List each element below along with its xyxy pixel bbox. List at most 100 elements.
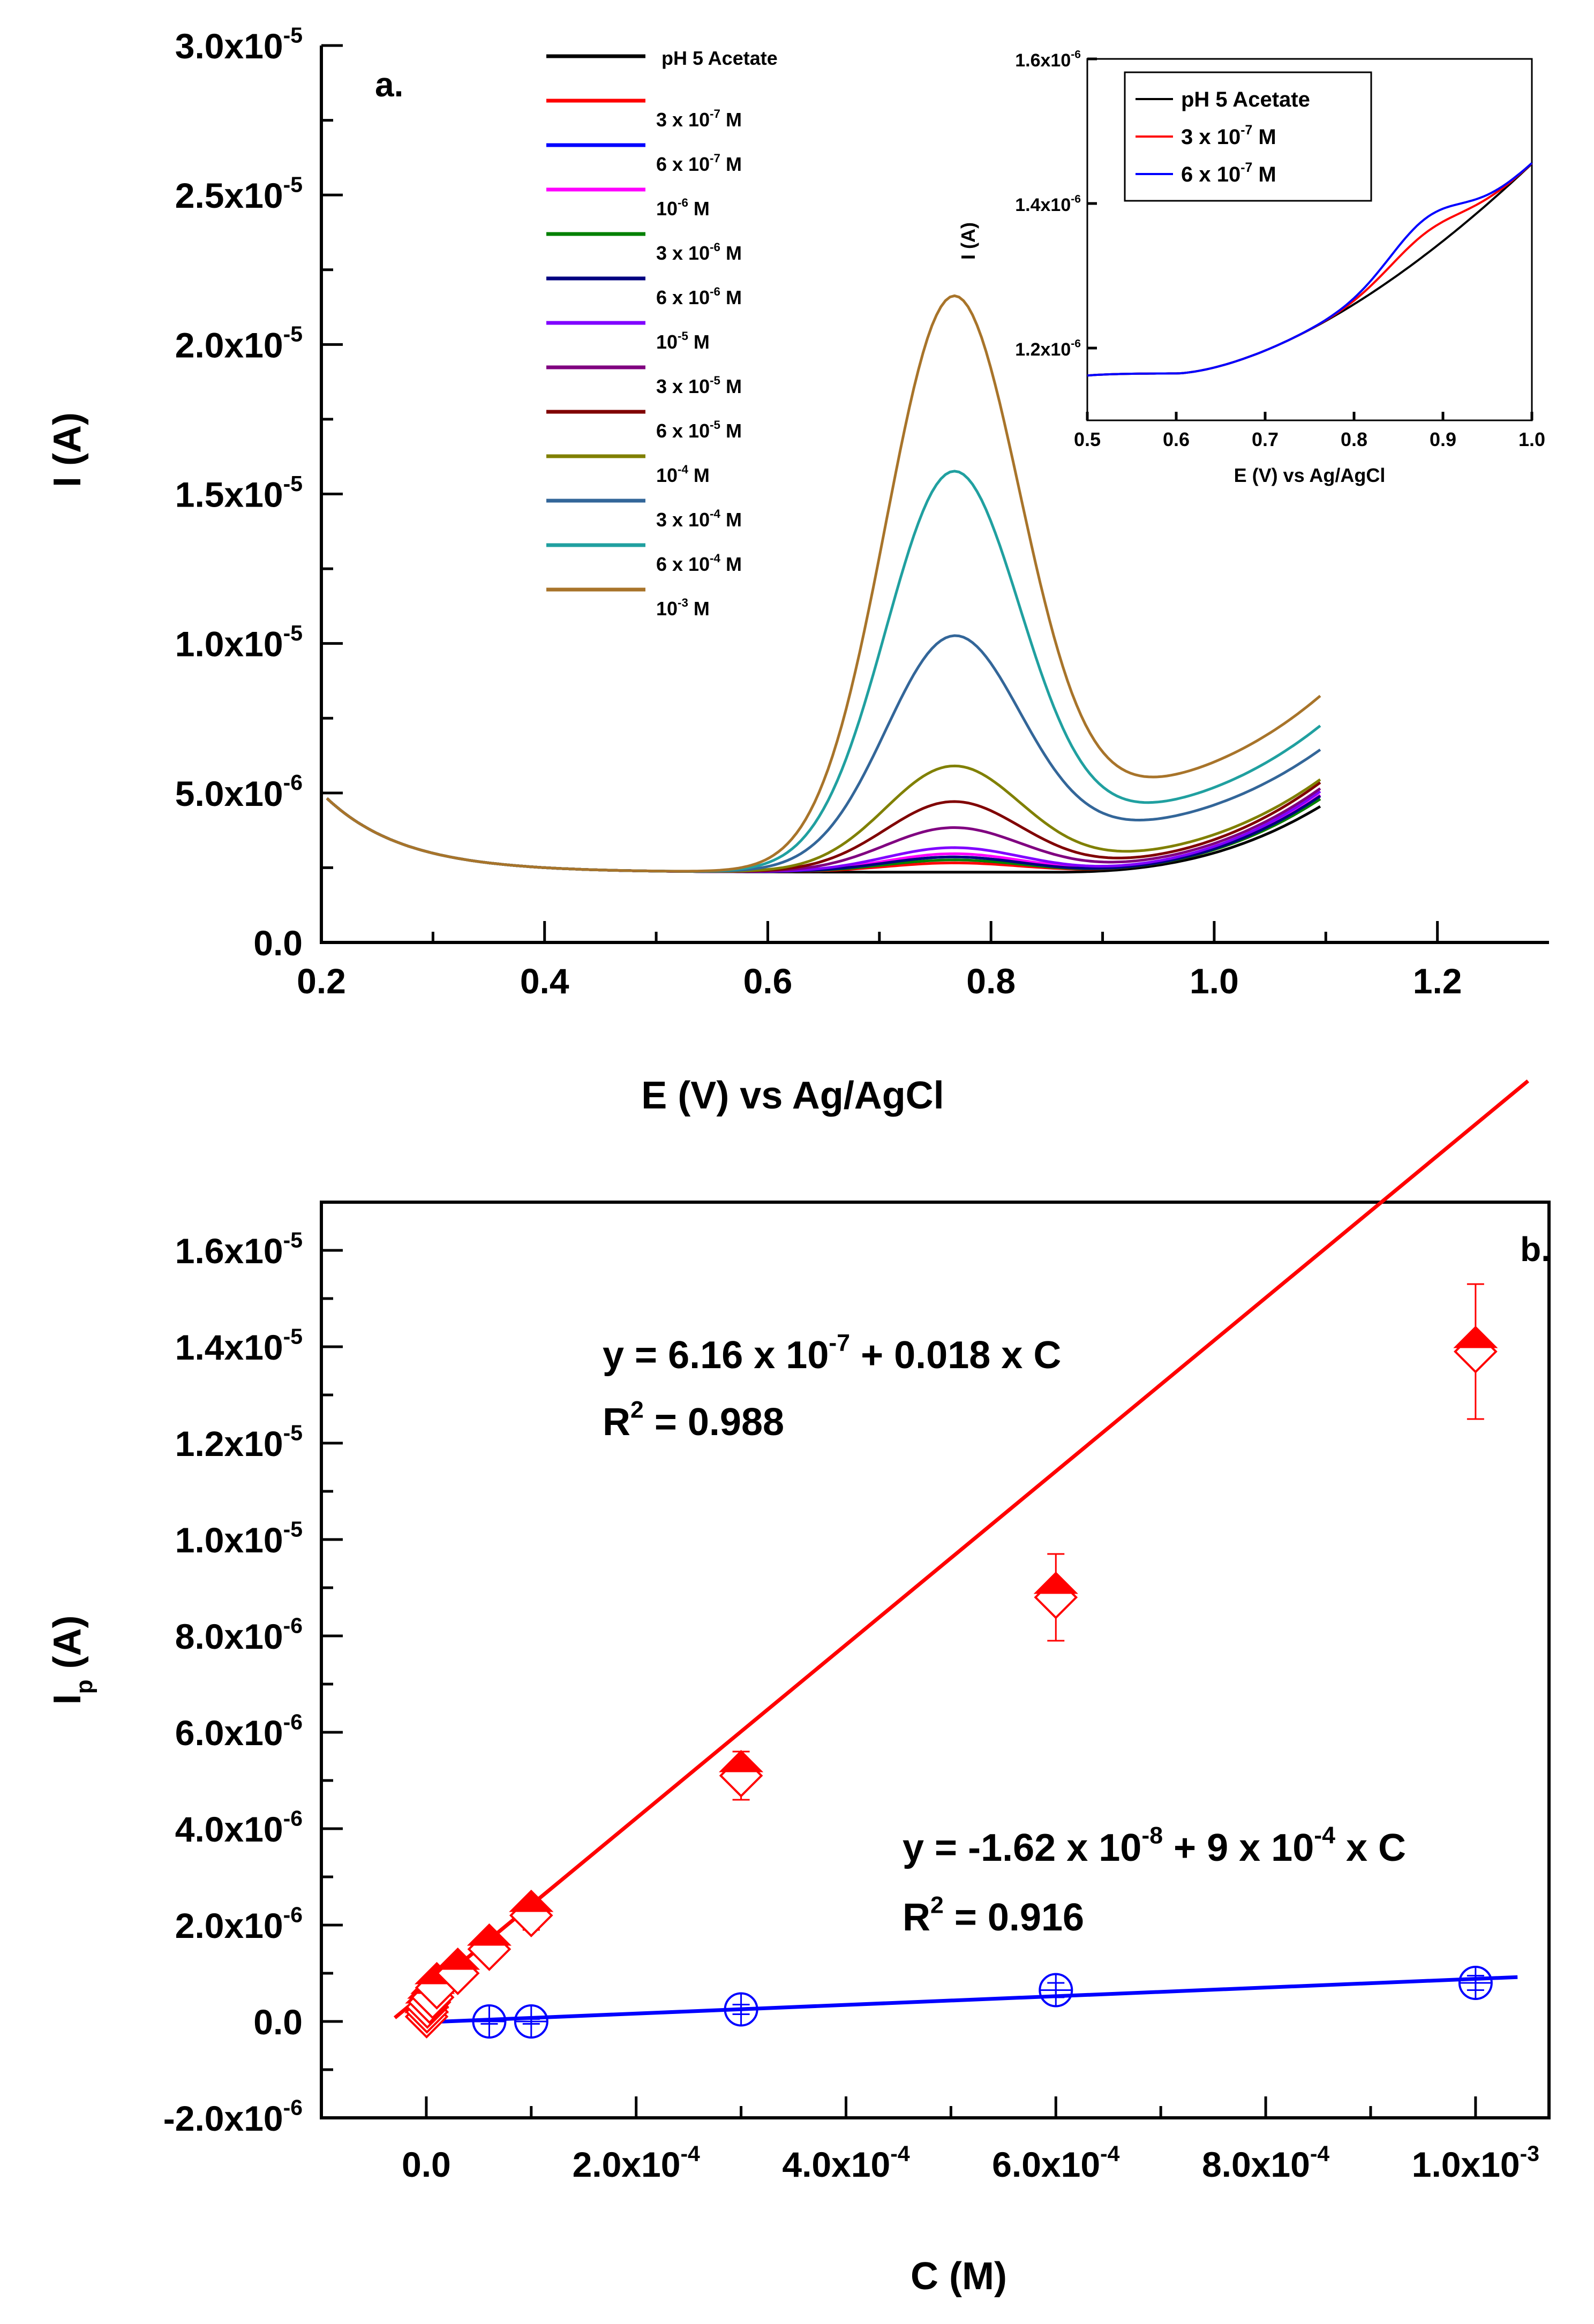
panel-a-legend-label-part: 6 x 10	[656, 420, 710, 442]
panel-b-y-label: Ip (A)	[46, 1616, 97, 1705]
inset-y-ticks: 1.2x10-61.4x10-61.6x10-6	[1015, 49, 1097, 360]
panel-b-point-red-filled	[718, 1749, 764, 1772]
panel-a-y-tick-label-part: 3.0x10	[175, 26, 283, 66]
panel-a-legend-label-part: -5	[710, 374, 720, 387]
panel-b-y-label-unit: (A)	[46, 1616, 89, 1680]
panel-a-legend-label-part: 3 x 10	[656, 375, 710, 397]
panel-b-x-tick-label-part: 6.0x10	[992, 2145, 1100, 2184]
panel-b-x-tick-label-part: 1.0x10	[1412, 2145, 1520, 2184]
panel-b-y-tick-label-part: 1.2x10	[175, 1424, 283, 1463]
inset-legend-label-part: -7	[1240, 161, 1252, 175]
panel-b-x-tick-label-part: -4	[890, 2141, 910, 2165]
panel-b-y-tick-label-part: -6	[283, 1613, 303, 1638]
panel-b-y-tick-label-part: 6.0x10	[175, 1713, 283, 1753]
panel-a-y-tick-label-part: -6	[283, 770, 303, 795]
panel-a-letter: a.	[375, 65, 403, 104]
panel-a-chart: 0.05.0x10-61.0x10-51.5x10-52.0x10-52.5x1…	[46, 22, 1549, 1117]
panel-a-legend-label: 6 x 10-5 M	[656, 418, 742, 442]
inset-legend-label-part: -7	[1240, 123, 1252, 138]
panel-a-curve	[326, 294, 1321, 873]
panel-b-y-tick-label-part: 0.0	[253, 2002, 303, 2042]
inset-y-tick-label-part: -6	[1071, 193, 1081, 206]
panel-b-y-tick-label-part: 1.6x10	[175, 1231, 283, 1271]
panel-a-x-tick-label: 0.2	[297, 961, 346, 1001]
panel-b-x-tick-label-part: -4	[680, 2141, 700, 2165]
panel-b-x-tick-label-part: 2.0x10	[573, 2145, 681, 2184]
panel-b-point-red-filled	[509, 1889, 554, 1912]
panel-a-x-tick-label: 1.2	[1413, 961, 1462, 1001]
inset-y-tick-label-part: 1.2x10	[1015, 339, 1071, 360]
panel-a-y-tick-label-part: -5	[283, 22, 303, 47]
inset-y-tick-label-part: 1.4x10	[1015, 195, 1071, 215]
panel-b-equation-part: -4	[1314, 1823, 1335, 1849]
panel-a-legend-label-part: 6 x 10	[656, 286, 710, 308]
inset-y-tick-label: 1.6x10-6	[1015, 49, 1081, 71]
panel-b-letter: b.	[1520, 1230, 1551, 1269]
panel-b-y-tick-label-part: 4.0x10	[175, 1809, 283, 1849]
panel-a-legend-label-part: 3 x 10	[656, 242, 710, 264]
inset-x-tick-label: 0.7	[1252, 428, 1279, 450]
panel-a-curve	[326, 470, 1321, 873]
panel-a-legend-label-part: -4	[710, 552, 720, 565]
panel-a-legend-label: 6 x 10-7 M	[656, 152, 742, 175]
inset-legend-label-part: 6 x 10	[1181, 163, 1240, 186]
panel-b-fit-line	[393, 1079, 1530, 2019]
panel-b-y-tick-label-part: 1.4x10	[175, 1327, 283, 1367]
panel-b-y-tick-label: 1.4x10-5	[175, 1324, 303, 1367]
panel-b-y-tick-label-part: 8.0x10	[175, 1617, 283, 1656]
panel-a-y-tick-label: 3.0x10-5	[175, 22, 303, 66]
inset-x-tick-label: 0.5	[1074, 428, 1101, 450]
panel-a-y-tick-label: 5.0x10-6	[175, 770, 303, 813]
panel-a-legend-label-part: 3 x 10	[656, 109, 710, 131]
inset-x-label: E (V) vs Ag/AgCl	[1234, 464, 1386, 486]
inset-y-tick-label-part: -6	[1071, 49, 1081, 61]
panel-a-legend-label-part: 10	[656, 331, 678, 353]
panel-b-equation-part: = 0.988	[644, 1401, 784, 1444]
panel-b-y-tick-label-part: -6	[283, 1806, 303, 1830]
panel-b-x-tick-label: 1.0x10-3	[1412, 2141, 1539, 2184]
panel-b-x-tick-label-part: -4	[1100, 2141, 1120, 2165]
inset-y-tick-label-part: -6	[1071, 338, 1081, 350]
panel-b-y-tick-label-part: -5	[283, 1516, 303, 1541]
panel-b-equation-part: -7	[829, 1330, 850, 1356]
panel-a-y-tick-label-part: -5	[283, 621, 303, 645]
panel-b-x-tick-label: 4.0x10-4	[782, 2141, 909, 2184]
panel-b-y-tick-label-part: -6	[283, 1902, 303, 1927]
panel-b-y-ticks: -2.0x10-60.02.0x10-64.0x10-66.0x10-68.0x…	[163, 1227, 343, 2138]
inset-x-tick-label: 0.6	[1163, 428, 1190, 450]
panel-a-legend-label: 3 x 10-6 M	[656, 240, 742, 264]
panel-b-x-tick-label-part: 0.0	[402, 2145, 451, 2184]
panel-b-y-tick-label: 8.0x10-6	[175, 1613, 303, 1656]
inset-x-tick-label: 1.0	[1518, 428, 1545, 450]
panel-a-legend-label-part: M	[720, 420, 742, 442]
panel-a-y-tick-label-part: 0.0	[253, 923, 303, 963]
panel-b-y-tick-label: 2.0x10-6	[175, 1902, 303, 1945]
panel-a-legend-label-part: 10	[656, 464, 678, 486]
panel-b-chart: -2.0x10-60.02.0x10-64.0x10-66.0x10-68.0x…	[46, 1079, 1551, 2298]
panel-b-y-tick-label-part: -2.0x10	[163, 2099, 283, 2138]
panel-a-legend-label-part: -5	[710, 418, 720, 432]
panel-b-y-tick-label-part: -5	[283, 1227, 303, 1252]
inset-legend-label: 3 x 10-7 M	[1181, 123, 1276, 149]
panel-a-legend-label-part: M	[688, 598, 710, 620]
panel-b-equation-part: x C	[1335, 1827, 1406, 1869]
panel-b-equation-part: R	[603, 1401, 630, 1444]
panel-b-x-ticks: 0.0 2.0x10-4 4.0x10-4 6.0x10-4 8.0x10-4 1.0x1…	[320, 2096, 1539, 2184]
panel-a-legend-label-part: -5	[678, 329, 688, 343]
panel-b-equation: R2 = 0.988	[603, 1397, 784, 1444]
inset-legend-label-part: 3 x 10	[1181, 125, 1240, 149]
inset-x-tick-label: 0.8	[1341, 428, 1367, 450]
panel-b-y-tick-label: -2.0x10-6	[163, 2095, 303, 2138]
inset-legend-label-part: M	[1252, 163, 1276, 186]
panel-b-y-tick-label-part: -5	[283, 1324, 303, 1348]
panel-a-y-tick-label-part: 2.0x10	[175, 325, 283, 365]
panel-b-y-label-main: I	[46, 1694, 89, 1704]
panel-a-x-label: E (V) vs Ag/AgCl	[641, 1074, 944, 1117]
panel-a-y-tick-label-part: 5.0x10	[175, 774, 283, 813]
panel-a-inset: 1.2x10-61.4x10-61.6x10-6 0.5 0.6 0.7 0.8 0.9…	[957, 49, 1545, 486]
panel-b-point-red-filled	[435, 1947, 480, 1970]
panel-b-point-red-filled	[1453, 1325, 1498, 1348]
panel-a-legend-label: 3 x 10-7 M	[656, 107, 742, 131]
panel-a-y-tick-label: 0.0	[253, 923, 303, 963]
